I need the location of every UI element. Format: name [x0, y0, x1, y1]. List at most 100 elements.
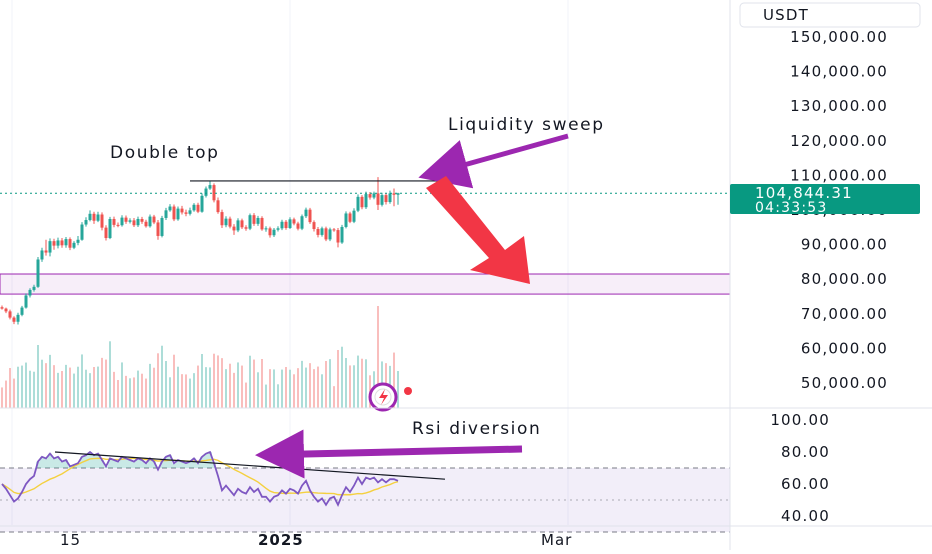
tradingview-logo-icon	[368, 382, 412, 412]
support-zone[interactable]	[0, 273, 731, 295]
candle-body	[0, 307, 4, 309]
volume-bar	[93, 367, 95, 408]
candle-body	[56, 240, 60, 246]
candle-body	[340, 226, 344, 243]
volume-bar	[277, 384, 279, 408]
volume-bar	[145, 378, 147, 408]
candle-body	[300, 216, 304, 229]
volume-bar	[281, 369, 283, 408]
price-candles	[0, 177, 400, 325]
volume-bar	[245, 382, 247, 408]
candle-body	[20, 307, 24, 315]
volume-bar	[137, 370, 139, 408]
volume-bar	[337, 350, 339, 408]
candle-body	[320, 228, 324, 235]
candle-body	[360, 196, 364, 208]
volume-bar	[393, 352, 395, 408]
price-label: 150,000.00	[790, 28, 888, 46]
rsi-diversion-arrow[interactable]	[255, 429, 523, 479]
candle-body	[264, 228, 268, 230]
candle-body	[248, 215, 252, 229]
candle-body	[356, 196, 360, 211]
candle-body	[116, 224, 120, 226]
volume-bar	[317, 366, 319, 408]
volume-bar	[269, 369, 271, 408]
candle-body	[256, 217, 260, 224]
candle-body	[80, 224, 84, 240]
rsi-overbought-fill	[36, 452, 216, 468]
time-label-15: 15	[60, 531, 81, 549]
candle-body	[364, 194, 368, 208]
candle-body	[220, 212, 224, 226]
volume-bar	[377, 306, 379, 408]
volume-bar	[81, 354, 83, 408]
candle-body	[24, 295, 28, 308]
volume-bar	[205, 367, 207, 408]
candle-body	[152, 216, 156, 223]
time-axis[interactable]: 15 2025 Mar	[60, 531, 572, 549]
volume-bar	[101, 357, 103, 408]
volume-bar	[1, 387, 3, 408]
rsi-axis[interactable]: 100.00 80.00 60.00 40.00	[770, 411, 830, 525]
volume-bar	[265, 384, 267, 408]
candle-body	[232, 226, 236, 231]
volume-bar	[177, 366, 179, 408]
volume-bar	[217, 355, 219, 408]
volume-bar	[89, 373, 91, 408]
rsi-line	[1, 450, 399, 507]
candle-body	[132, 220, 136, 226]
candle-body	[224, 218, 228, 226]
rsi-axis-label: 100.00	[770, 411, 830, 429]
candle-body	[4, 308, 8, 312]
candle-body	[68, 239, 72, 248]
candle-body	[72, 242, 76, 248]
currency-label: USDT	[763, 6, 809, 24]
volume-bar	[313, 369, 315, 408]
candle-body	[104, 227, 108, 239]
volume-bar	[345, 358, 347, 408]
candle-body	[144, 221, 148, 227]
volume-bar	[17, 366, 19, 408]
volume-bar	[285, 367, 287, 408]
candle-body	[108, 218, 112, 239]
volume-bar	[289, 369, 291, 408]
candle-body	[128, 220, 132, 222]
volume-bar	[49, 354, 51, 408]
candle-body	[28, 289, 32, 296]
volume-bar	[53, 365, 55, 408]
candle-body	[316, 229, 320, 235]
volume-bar	[249, 355, 251, 408]
candle-body	[76, 239, 80, 243]
candle-body	[44, 250, 48, 253]
candle-body	[324, 228, 328, 240]
currency-selector[interactable]: USDT	[739, 2, 921, 28]
liquidity-sweep-arrow[interactable]	[418, 133, 569, 189]
candle-body	[208, 185, 212, 189]
candle-body	[376, 193, 380, 205]
candle-body	[228, 218, 232, 227]
last-price-badge[interactable]: 104,844.31 04:33:53	[730, 184, 920, 216]
volume-bar	[77, 366, 79, 408]
volume-bar	[45, 363, 47, 408]
candle-body	[296, 223, 300, 229]
bearish-target-arrow[interactable]	[426, 176, 530, 284]
volume-bar	[261, 359, 263, 408]
rsi-pane[interactable]	[0, 407, 932, 533]
volume-bar	[221, 358, 223, 408]
volume-bar	[149, 363, 151, 408]
candle-body	[52, 241, 56, 246]
price-label: 90,000.00	[801, 236, 888, 254]
rsi-divergence-trendline[interactable]	[54, 451, 446, 480]
volume-bar	[37, 345, 39, 408]
candle-body	[240, 220, 244, 228]
candle-body	[272, 229, 276, 236]
volume-bar	[121, 362, 123, 408]
candle-body	[48, 241, 52, 253]
candle-body	[84, 220, 88, 225]
volume-bar	[113, 371, 115, 408]
volume-bar	[225, 369, 227, 408]
candle-body	[216, 200, 220, 213]
volume-bar	[305, 367, 307, 408]
candle-body	[236, 220, 240, 231]
